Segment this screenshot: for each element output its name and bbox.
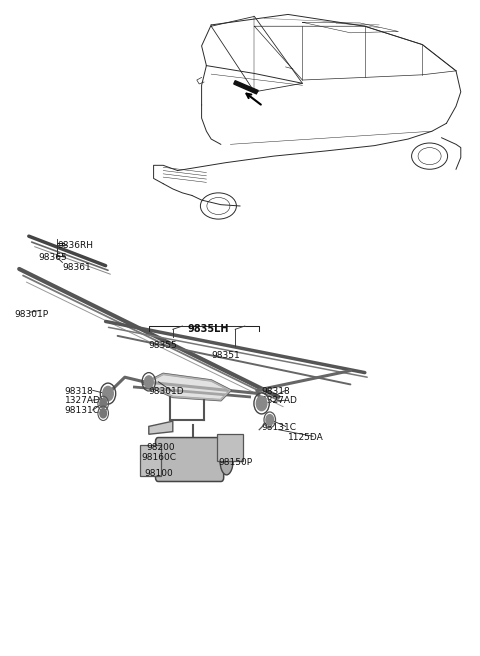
Text: 98150P: 98150P — [218, 458, 252, 467]
Text: 98355: 98355 — [149, 341, 178, 350]
FancyBboxPatch shape — [156, 438, 224, 482]
Polygon shape — [149, 421, 173, 434]
Polygon shape — [234, 81, 258, 94]
Text: 98301D: 98301D — [149, 387, 184, 396]
Circle shape — [100, 399, 107, 408]
Text: 1327AD: 1327AD — [262, 396, 298, 405]
Text: 98318: 98318 — [262, 387, 290, 396]
Text: 98361: 98361 — [62, 263, 91, 272]
Ellipse shape — [220, 444, 233, 475]
FancyBboxPatch shape — [217, 434, 243, 461]
Text: 98131C: 98131C — [65, 406, 100, 415]
Text: 98365: 98365 — [38, 253, 67, 262]
Circle shape — [256, 396, 267, 411]
Text: 1125DA: 1125DA — [288, 433, 324, 442]
Text: 98200: 98200 — [146, 443, 175, 452]
Circle shape — [100, 409, 107, 418]
Polygon shape — [144, 374, 230, 400]
Text: 98301P: 98301P — [14, 310, 48, 319]
Text: 98160C: 98160C — [142, 453, 177, 462]
Text: 98131C: 98131C — [262, 423, 297, 432]
Circle shape — [103, 386, 113, 401]
Circle shape — [266, 415, 274, 425]
Text: 9835LH: 9835LH — [187, 324, 228, 335]
Text: 1327AD: 1327AD — [65, 396, 101, 405]
Text: 9836RH: 9836RH — [58, 241, 94, 251]
Circle shape — [144, 376, 153, 388]
Text: 98100: 98100 — [144, 469, 173, 478]
Text: 98318: 98318 — [65, 387, 94, 396]
FancyBboxPatch shape — [140, 445, 161, 476]
Text: 98351: 98351 — [211, 351, 240, 360]
